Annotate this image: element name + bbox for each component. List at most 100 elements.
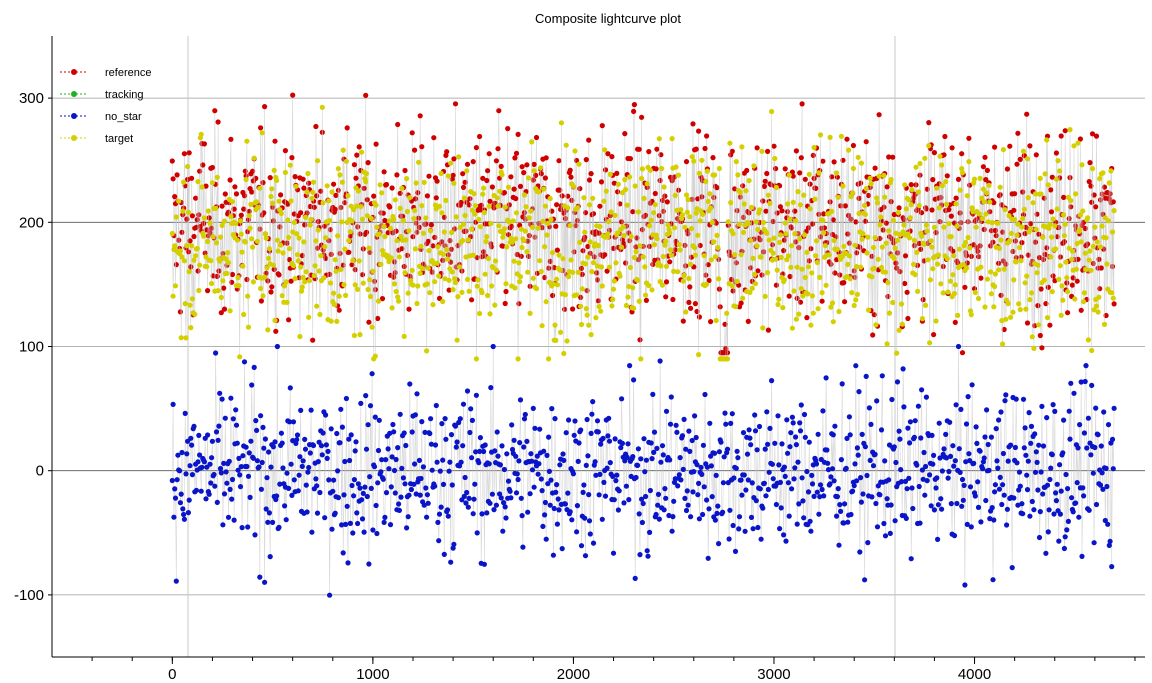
data-point	[1091, 540, 1097, 546]
data-point	[549, 406, 555, 412]
data-point	[986, 467, 992, 473]
data-point	[257, 185, 263, 191]
data-point	[755, 268, 761, 274]
data-point	[565, 490, 571, 496]
data-point	[1079, 553, 1085, 560]
data-point	[1011, 277, 1017, 283]
data-point	[712, 450, 718, 456]
data-point	[454, 337, 460, 343]
data-point	[850, 142, 857, 149]
data-point	[1000, 147, 1007, 153]
data-point	[1000, 482, 1006, 488]
data-point	[1062, 128, 1068, 134]
data-point	[502, 504, 508, 510]
data-point	[487, 198, 493, 204]
data-point	[428, 441, 434, 447]
data-point	[977, 448, 983, 454]
data-point	[631, 102, 638, 108]
data-point	[795, 189, 801, 195]
data-point	[1033, 152, 1039, 158]
data-point	[769, 108, 775, 115]
data-point	[591, 254, 597, 260]
data-point	[1102, 517, 1108, 524]
data-point	[968, 253, 974, 259]
data-point	[711, 239, 717, 245]
data-point	[583, 306, 589, 312]
data-point	[951, 533, 958, 539]
data-point	[817, 482, 824, 488]
data-point	[1007, 143, 1013, 149]
data-point	[510, 218, 516, 224]
data-point	[765, 441, 771, 447]
data-point	[347, 457, 353, 464]
data-point	[925, 257, 931, 263]
data-point	[782, 473, 788, 479]
data-point	[420, 230, 426, 236]
data-point	[1061, 233, 1067, 239]
data-point	[963, 459, 969, 465]
data-point	[923, 394, 930, 400]
data-point	[1015, 502, 1021, 508]
data-point	[707, 191, 713, 197]
data-point	[1005, 301, 1011, 307]
data-point	[231, 517, 237, 523]
data-point	[185, 209, 191, 215]
data-point	[346, 249, 352, 255]
data-point	[581, 482, 587, 488]
data-point	[396, 507, 402, 513]
data-point	[1079, 162, 1085, 168]
data-point	[939, 183, 946, 189]
data-point	[355, 188, 361, 194]
data-point	[1020, 396, 1027, 402]
data-point	[1069, 256, 1075, 262]
data-point	[503, 281, 509, 287]
data-point	[280, 250, 286, 256]
data-point	[758, 254, 764, 260]
data-point	[668, 252, 674, 258]
data-point	[394, 238, 400, 244]
data-point	[331, 181, 337, 187]
data-point	[481, 448, 487, 455]
data-point	[1085, 215, 1091, 221]
data-point	[1036, 442, 1042, 448]
data-point	[213, 350, 219, 356]
legend-label: reference	[105, 67, 151, 79]
data-point	[1032, 191, 1039, 197]
data-point	[982, 154, 988, 160]
data-point	[441, 551, 447, 558]
data-point	[704, 281, 710, 287]
data-point	[505, 478, 512, 484]
data-point	[1053, 246, 1059, 252]
data-point	[567, 167, 573, 173]
data-point	[352, 282, 358, 288]
data-point	[333, 268, 339, 274]
data-point	[554, 247, 561, 253]
data-point	[786, 172, 792, 178]
data-point	[834, 174, 841, 180]
data-point	[311, 204, 317, 210]
data-point	[1012, 238, 1019, 244]
data-point	[196, 432, 202, 438]
data-point	[1053, 176, 1059, 182]
data-point	[1040, 443, 1047, 449]
data-point	[412, 412, 418, 418]
data-point	[929, 432, 935, 438]
data-point	[874, 200, 881, 206]
data-point	[243, 444, 249, 450]
data-point	[477, 133, 483, 140]
data-point	[735, 455, 741, 461]
data-point	[338, 406, 344, 412]
data-point	[584, 416, 590, 423]
data-point	[533, 134, 540, 141]
data-point	[641, 436, 647, 442]
data-point	[424, 193, 430, 199]
data-point	[430, 243, 436, 249]
data-point	[675, 269, 681, 275]
data-point	[878, 264, 885, 270]
data-point	[274, 493, 280, 499]
data-point	[781, 237, 788, 243]
data-point	[977, 243, 983, 249]
data-point	[351, 162, 357, 168]
data-point	[1054, 481, 1060, 487]
data-point	[990, 577, 996, 583]
